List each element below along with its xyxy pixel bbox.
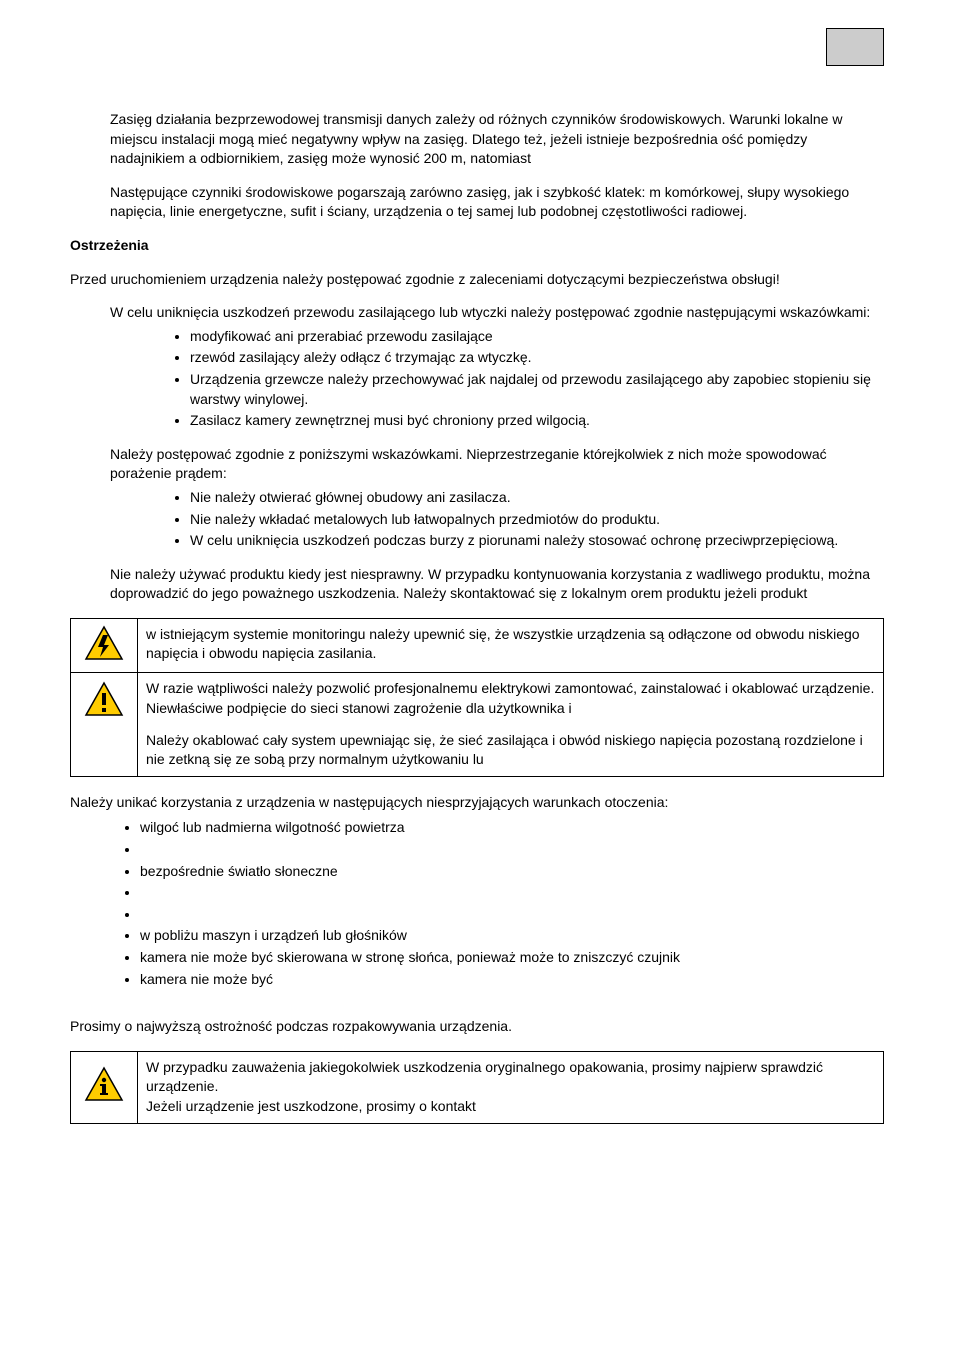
conditions-lead: Należy unikać korzystania z urządzenia w… — [70, 793, 884, 813]
list-item: Nie należy otwierać głównej obudowy ani … — [190, 488, 884, 508]
warning-table-1: w istniejącym systemie monitoringu należ… — [70, 618, 884, 777]
intro-paragraph-2: Następujące czynniki środowiskowe pogars… — [110, 183, 884, 222]
list-item: W celu uniknięcia uszkodzeń podczas burz… — [190, 531, 884, 551]
list-item: modyfikować ani przerabiać przewodu zasi… — [190, 327, 884, 347]
list-item: Nie należy wkładać metalowych lub łatwop… — [190, 510, 884, 530]
unpack-paragraph: Prosimy o najwyższą ostrożność podczas r… — [70, 1017, 884, 1037]
lightning-warning-icon — [84, 625, 124, 661]
document-body: Zasięg działania bezprzewodowej transmis… — [70, 110, 884, 1124]
info-warning-icon — [84, 1066, 124, 1102]
warnings-heading: Ostrzeżenia — [70, 236, 884, 256]
header-grey-box — [826, 28, 884, 66]
icon-cell — [71, 1051, 138, 1123]
section1-list: modyfikować ani przerabiać przewodu zasi… — [70, 327, 884, 431]
conditions-list: wilgoć lub nadmierna wilgotność powietrz… — [70, 818, 884, 989]
section2-list: Nie należy otwierać głównej obudowy ani … — [70, 488, 884, 551]
warning-text-cell: w istniejącym systemie monitoringu należ… — [138, 618, 884, 673]
intro-paragraph-1: Zasięg działania bezprzewodowej transmis… — [110, 110, 884, 169]
warning-table-2: W przypadku zauważenia jakiegokolwiek us… — [70, 1051, 884, 1124]
warning-text-line: W razie wątpliwości należy pozwolić prof… — [146, 679, 875, 718]
list-item: wilgoć lub nadmierna wilgotność powietrz… — [140, 818, 884, 838]
section1-lead: W celu uniknięcia uszkodzeń przewodu zas… — [110, 303, 884, 323]
section3-paragraph: Nie należy używać produktu kiedy jest ni… — [110, 565, 884, 604]
list-item: Zasilacz kamery zewnętrznej musi być chr… — [190, 411, 884, 431]
warning-text-line: Jeżeli urządzenie jest uszkodzone, prosi… — [146, 1097, 875, 1117]
table-row: W razie wątpliwości należy pozwolić prof… — [71, 673, 884, 776]
page: Zasięg działania bezprzewodowej transmis… — [0, 0, 954, 1350]
table-row: w istniejącym systemie monitoringu należ… — [71, 618, 884, 673]
warning-text-line: Należy okablować cały system upewniając … — [146, 731, 875, 770]
icon-cell — [71, 673, 138, 776]
list-item: rzewód zasilający ależy odłącz ć trzymaj… — [190, 348, 884, 368]
list-item — [140, 883, 884, 903]
list-item — [140, 840, 884, 860]
list-item: kamera nie może być skierowana w stronę … — [140, 948, 884, 968]
list-item: kamera nie może być — [140, 970, 884, 990]
table-row: W przypadku zauważenia jakiegokolwiek us… — [71, 1051, 884, 1123]
exclamation-warning-icon — [84, 681, 124, 717]
list-item: Urządzenia grzewcze należy przechowywać … — [190, 370, 884, 409]
warnings-intro: Przed uruchomieniem urządzenia należy po… — [70, 270, 884, 290]
section2-lead: Należy postępować zgodnie z poniższymi w… — [110, 445, 884, 484]
warning-text-cell: W przypadku zauważenia jakiegokolwiek us… — [138, 1051, 884, 1123]
icon-cell — [71, 618, 138, 673]
warning-text-line: W przypadku zauważenia jakiegokolwiek us… — [146, 1058, 875, 1097]
list-item — [140, 905, 884, 925]
warning-text-cell: W razie wątpliwości należy pozwolić prof… — [138, 673, 884, 776]
list-item: bezpośrednie światło słoneczne — [140, 862, 884, 882]
list-item: w pobliżu maszyn i urządzeń lub głośnikó… — [140, 926, 884, 946]
